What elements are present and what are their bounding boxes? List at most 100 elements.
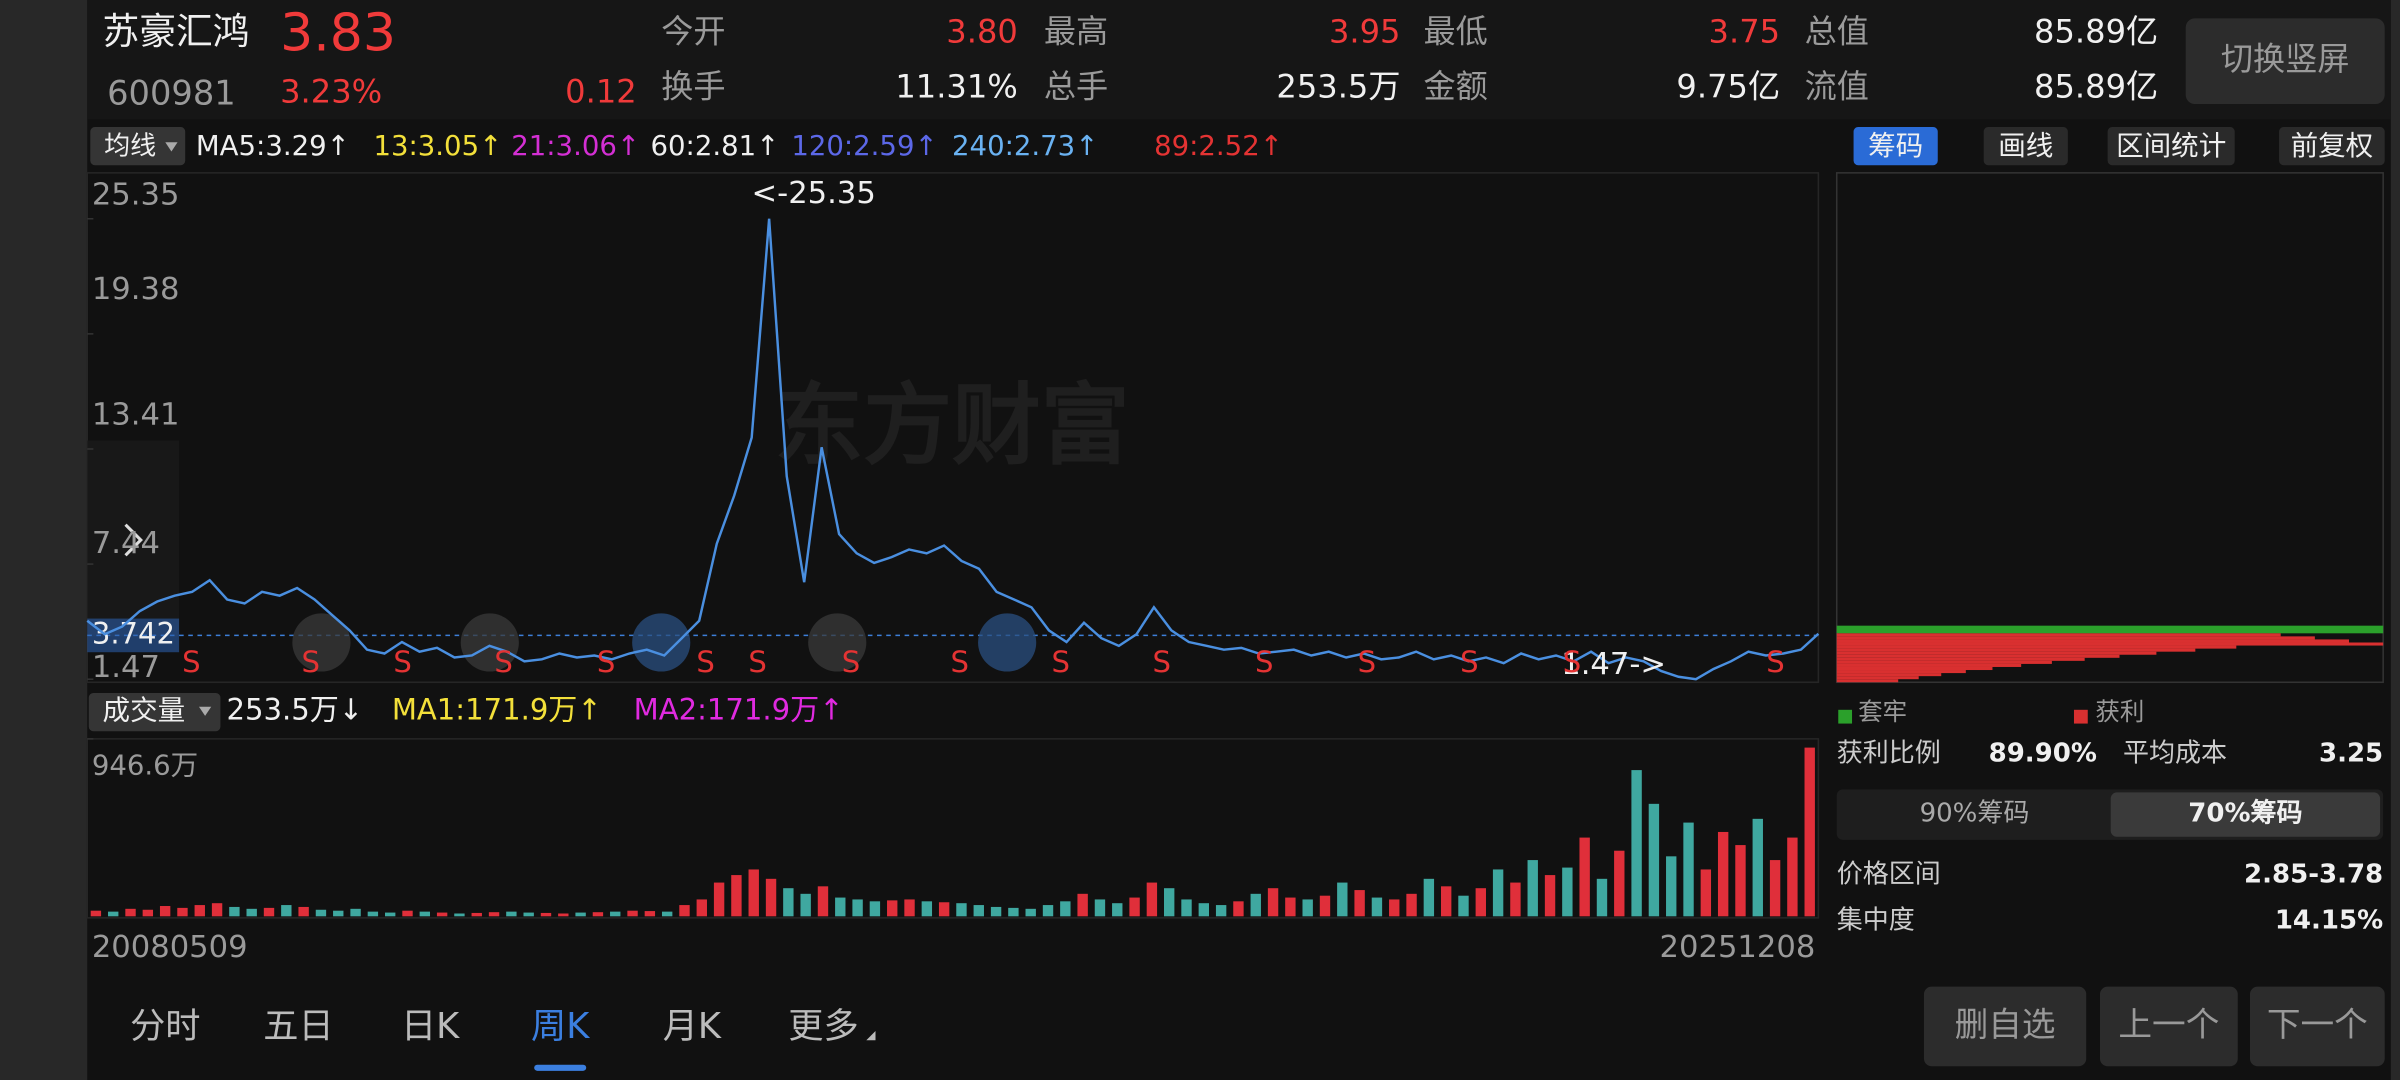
volume-selector[interactable]: [88, 692, 221, 732]
volume-bar: [488, 912, 500, 917]
nav-button[interactable]: [978, 613, 1037, 672]
chart-tab[interactable]: [2107, 126, 2235, 166]
chip-profit: [1836, 633, 2281, 637]
bottom-button-label[interactable]: 上一个: [2118, 1005, 2219, 1044]
signal-marker: S: [1153, 645, 1171, 679]
period-tab[interactable]: 分时: [130, 1006, 200, 1047]
button-bg[interactable]: [2250, 986, 2385, 1067]
signal-marker: S: [1358, 645, 1376, 679]
volume-bar: [1250, 893, 1261, 917]
period-tab[interactable]: 日K: [401, 1006, 460, 1047]
stat-value: 2.85-3.78: [2244, 860, 2383, 890]
chip-profit: [1836, 636, 2315, 640]
volume-bar: [938, 902, 950, 917]
chip-tab-selected[interactable]: [2110, 792, 2381, 837]
legend-swatch: [2073, 709, 2088, 724]
signal-marker: S: [1051, 645, 1069, 679]
legend-swatch: [1838, 709, 1853, 724]
chart-tab[interactable]: [2279, 126, 2385, 166]
volume-bar: [1008, 907, 1019, 917]
volume-bar: [1077, 893, 1088, 917]
nav-button[interactable]: [460, 613, 519, 672]
volume-bar: [384, 912, 396, 917]
chip-profit: [1836, 645, 2237, 649]
nav-button[interactable]: [292, 613, 351, 672]
legend-label: 获利: [2095, 697, 2144, 726]
volume-bar: [1527, 860, 1538, 917]
signal-marker: S: [1460, 645, 1478, 679]
volume-bar: [419, 911, 431, 917]
volume-bar: [731, 875, 742, 917]
chart-tab-label[interactable]: 区间统计: [2116, 130, 2226, 162]
y-tick-label: 13.41: [92, 398, 180, 433]
y-tick-label: 25.35: [92, 177, 180, 212]
nav-handle[interactable]: [87, 440, 180, 637]
volume-bar: [1544, 875, 1556, 917]
period-tab[interactable]: 五日: [263, 1006, 333, 1047]
stat-value: 3.80: [946, 13, 1018, 51]
stock-code: 600981: [107, 73, 236, 112]
volume-bar: [1735, 845, 1746, 917]
chip-profit: [1836, 639, 2350, 643]
chip-tab-label[interactable]: 90%筹码: [1920, 798, 2030, 828]
stat-label: 今开: [661, 13, 725, 51]
volume-bar: [540, 912, 552, 917]
volume-bar: [1683, 822, 1694, 917]
chip-profit: [1836, 676, 1919, 680]
signal-marker: S: [301, 645, 319, 679]
nav-button[interactable]: [808, 613, 867, 672]
chip-profit: [1836, 651, 2157, 655]
volume-bar: [1025, 908, 1036, 917]
stat-label: 平均成本: [2123, 739, 2227, 769]
volume-bar: [1631, 770, 1642, 917]
chart-tab[interactable]: [1853, 126, 1938, 166]
nav-button[interactable]: [632, 613, 691, 672]
period-tab[interactable]: 更多: [788, 1006, 858, 1047]
chart-tab-label[interactable]: 画线: [1998, 130, 2053, 162]
period-tab[interactable]: 月K: [663, 1006, 722, 1047]
orientation-button-label: 切换竖屏: [2221, 40, 2350, 78]
ma-selector[interactable]: [90, 126, 186, 166]
min-annotation: 1.47->: [1561, 647, 1666, 682]
volume-bar: [869, 901, 881, 917]
volume-bar: [1267, 888, 1279, 917]
volume-frame: [86, 738, 1820, 919]
volume-bar: [1787, 837, 1798, 917]
chart-tab[interactable]: [1983, 126, 2068, 166]
period-tab[interactable]: 周K: [531, 1006, 590, 1047]
volume-bar: [1389, 899, 1400, 917]
volume-bar: [367, 911, 379, 917]
volume-bar: [1510, 882, 1521, 917]
signal-marker: S: [182, 645, 200, 679]
y-tick-label: 19.38: [92, 272, 180, 307]
legend-label: 套牢: [1858, 697, 1907, 726]
button-bg[interactable]: [1923, 986, 2087, 1067]
nav-arrow: [124, 523, 143, 557]
signal-marker: S: [393, 645, 411, 679]
orientation-button[interactable]: [2185, 18, 2385, 105]
volume-bar: [1302, 899, 1313, 917]
volume-bar: [1562, 867, 1573, 917]
volume-bar: [298, 906, 309, 917]
chip-tab-label[interactable]: 70%筹码: [2188, 797, 2302, 828]
chip-profit: [1836, 648, 2196, 652]
volume-bar: [1579, 837, 1590, 917]
volume-ma1: MA1:171.9万↑: [392, 692, 602, 726]
chart-tab-label[interactable]: 筹码: [1868, 130, 1923, 162]
chip-profit: [1836, 673, 1942, 677]
signal-marker: S: [696, 645, 714, 679]
volume-bar: [1319, 895, 1331, 917]
stat-label: 价格区间: [1837, 860, 1941, 890]
volume-bar: [765, 878, 777, 917]
volume-bar: [713, 882, 725, 917]
chart-tab-label[interactable]: 前复权: [2291, 130, 2374, 162]
bottom-button-label[interactable]: 下一个: [2267, 1005, 2368, 1044]
volume-bar: [1596, 878, 1608, 917]
volume-bar: [904, 899, 915, 917]
bottom-button-label[interactable]: 删自选: [1955, 1005, 2056, 1044]
volume-bar: [835, 897, 846, 917]
stock-name: 苏豪汇鸿: [103, 10, 250, 53]
button-bg[interactable]: [2100, 986, 2238, 1067]
volume-bar: [1337, 882, 1348, 917]
